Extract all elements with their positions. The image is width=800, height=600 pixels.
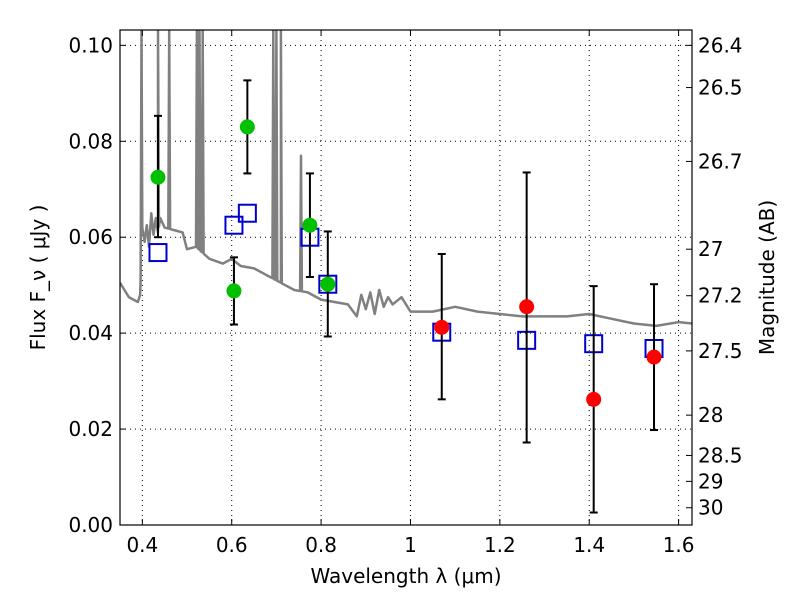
observed-flux-point (519, 299, 535, 315)
magnitude-tick-label: 26.7 (698, 149, 743, 173)
magnitude-tick-label: 27.2 (698, 284, 743, 308)
y-tick-label: 0.08 (68, 129, 113, 153)
magnitude-tick-label: 26.5 (698, 76, 743, 100)
model-spectrum-line (120, 30, 692, 328)
observed-flux-point (239, 119, 255, 135)
x-tick-label: 1.2 (484, 533, 516, 557)
x-tick-label: 0.6 (216, 533, 248, 557)
x-tick-label: 0.4 (126, 533, 158, 557)
x-tick-label: 1.4 (573, 533, 605, 557)
x-tick-label: 1 (404, 533, 417, 557)
y-tick-label: 0.02 (68, 417, 113, 441)
observed-flux-point (586, 391, 602, 407)
magnitude-tick-label: 27.5 (698, 339, 743, 363)
observed-flux-point (646, 349, 662, 365)
magnitude-tick-label: 28 (698, 403, 723, 427)
grid-layer (120, 30, 692, 526)
magnitude-tick-label: 28.5 (698, 443, 743, 467)
y-tick-label: 0.10 (68, 33, 113, 57)
model-square-marker (237, 203, 257, 223)
x-tick-label: 1.6 (663, 533, 695, 557)
y-axis-title: Flux F_ν ( μJy ) (26, 205, 50, 351)
axis-layer: 0.4 0.6 0.8 1 1.2 1.4 1.6 0.00 0.02 0.04 0.06 0.08 0… (68, 29, 743, 557)
y-tick-label: 0.04 (68, 321, 113, 345)
magnitude-tick-label: 26.4 (698, 33, 743, 57)
model-square-marker (224, 215, 244, 235)
x-axis-title: Wavelength λ (μm) (310, 564, 501, 588)
plot-layer (120, 30, 692, 514)
model-square-marker (148, 243, 168, 263)
observed-flux-point (320, 276, 336, 292)
observed-flux-point (150, 169, 166, 185)
magnitude-tick-label: 29 (698, 469, 723, 493)
x-tick-label: 0.8 (305, 533, 337, 557)
right-y-axis-title: Magnitude (AB) (755, 200, 779, 355)
magnitude-tick-label: 27 (698, 237, 723, 261)
y-tick-label: 0.00 (68, 513, 113, 537)
observed-flux-point (226, 283, 242, 299)
observed-flux-point (434, 319, 450, 335)
plot-frame (119, 29, 693, 526)
magnitude-tick-label: 30 (698, 496, 723, 520)
y-tick-label: 0.06 (68, 225, 113, 249)
observed-flux-point (302, 217, 318, 233)
